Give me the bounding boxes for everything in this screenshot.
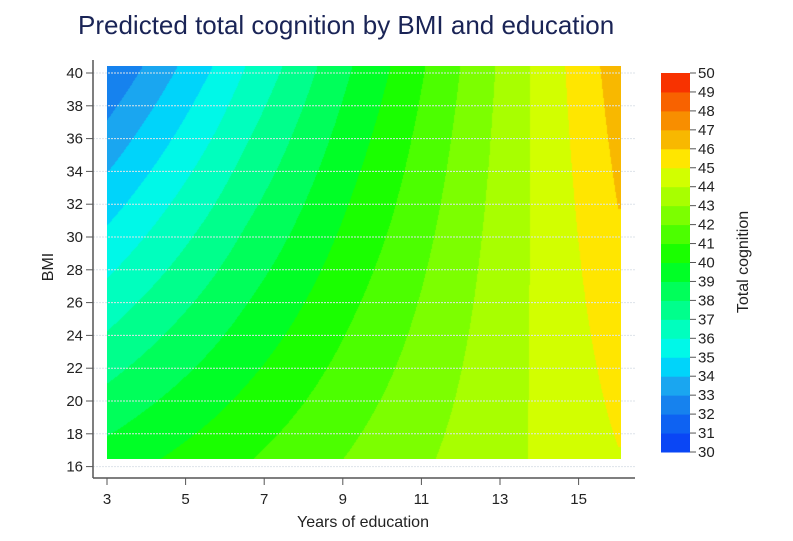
colorbar-tick-label: 40 [698,255,715,272]
x-tick-label: 9 [339,491,347,508]
colorbar-tick-label: 37 [698,311,715,328]
colorbar-tick-label: 47 [698,122,715,139]
colorbar-tick-label: 48 [698,103,715,120]
colorbar-band-36-37 [661,319,690,339]
y-tick-label: 26 [66,295,83,312]
y-tick-label: 40 [66,65,83,82]
colorbar-tick-label: 46 [698,141,715,158]
x-tick-label: 3 [103,491,111,508]
x-tick-label: 7 [260,491,268,508]
x-axis-title: Years of education [297,514,429,531]
colorbar-tick-label: 39 [698,273,715,290]
x-tick-label: 5 [181,491,189,508]
colorbar-tick-label: 34 [698,368,715,385]
colorbar-band-47-48 [661,110,690,131]
colorbar-tick-label: 36 [698,330,715,347]
colorbar-band-45-46 [661,148,690,169]
y-tick-label: 28 [66,262,83,279]
colorbar-band-40-41 [661,243,690,263]
colorbar-band-32-33 [661,395,690,415]
colorbar-tick-label: 41 [698,236,715,253]
colorbar-band-33-34 [661,376,690,396]
colorbar-tick-label: 31 [698,425,715,442]
y-tick-label: 20 [66,393,83,410]
colorbar-band-38-39 [661,281,690,301]
y-tick-label: 34 [66,163,83,180]
x-ticks: 3 5 7 9 11 13 15 [103,478,587,508]
colorbar-band-44-45 [661,167,690,188]
x-tick-label: 11 [414,491,430,508]
colorbar-title: Total cognition [735,211,752,313]
x-tick-label: 15 [570,491,587,508]
x-tick-label: 13 [492,491,509,508]
y-tick-label: 32 [66,196,83,213]
colorbar-band-37-38 [661,300,690,320]
colorbar-band-35-36 [661,338,690,358]
colorbar-tick-label: 33 [698,387,715,404]
colorbar-tick-label: 44 [698,179,715,196]
chart-title: Predicted total cognition by BMI and edu… [78,10,615,40]
colorbar-band-30-31 [661,433,690,453]
colorbar-band-46-47 [661,129,690,150]
y-axis-title: BMI [40,253,57,281]
gridlines [93,72,635,468]
colorbar-tick-label: 49 [698,84,715,101]
colorbar-tick-label: 43 [698,198,715,215]
colorbar-band-34-35 [661,357,690,377]
y-tick-label: 30 [66,229,83,246]
contour-surface [107,66,621,459]
colorbar-tick-label: 42 [698,217,715,234]
y-tick-label: 16 [66,459,83,476]
y-tick-label: 18 [66,426,83,443]
colorbar-band-43-44 [661,186,690,207]
colorbar-band-48-49 [661,91,690,112]
y-tick-label: 36 [66,131,83,148]
colorbar-tick-label: 38 [698,292,715,309]
colorbar-band-42-43 [661,205,690,226]
colorbar-tick-label: 45 [698,160,715,177]
y-tick-label: 38 [66,98,83,115]
y-tick-label: 22 [66,360,83,377]
colorbar-band-39-40 [661,262,690,282]
colorbar-tick-label: 35 [698,349,715,366]
colorbar-band-31-32 [661,414,690,434]
y-ticks: 16 18 20 22 24 26 28 30 32 34 36 38 40 [66,65,93,476]
colorbar-tick-label: 32 [698,406,715,423]
y-tick-label: 24 [66,327,83,344]
colorbar-tick-label: 30 [698,444,715,461]
colorbar-band-41-42 [661,224,690,245]
colorbar-band-49-50 [661,73,690,93]
colorbar-tick-label: 50 [698,65,715,82]
